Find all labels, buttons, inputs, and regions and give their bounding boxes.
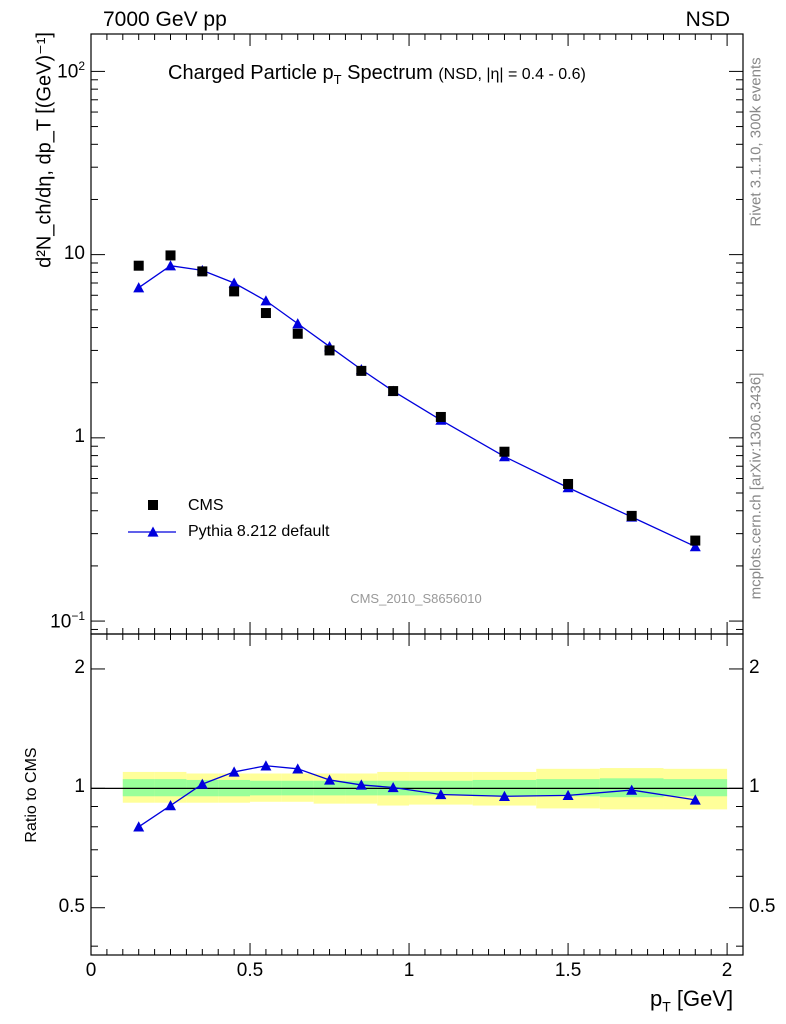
ratio-pythia-point — [355, 779, 367, 790]
cms-point — [324, 345, 335, 356]
cms-point — [435, 411, 446, 422]
band-green-0 — [122, 779, 155, 797]
ratio-y-tick-label-right: 0.5 — [749, 895, 776, 917]
chart-title: Charged Particle pT Spectrum (NSD, |η| =… — [168, 62, 586, 87]
cms-point — [499, 446, 510, 457]
cms-point — [197, 266, 208, 277]
ratio-y-tick-label: 2 — [74, 656, 85, 678]
title-main-2: Spectrum — [341, 62, 433, 84]
ratio-pythia-point — [435, 788, 447, 800]
title-main: Charged Particle p — [168, 62, 334, 84]
cms-point — [260, 308, 271, 319]
mcplots-site-label: mcplots.cern.ch [arXiv:1306.3436] — [747, 372, 765, 600]
x-tick-label: 1 — [403, 960, 415, 981]
cms-point — [690, 535, 701, 546]
band-green-1 — [154, 779, 187, 797]
legend-entry-pythia: Pythia 8.212 default — [188, 523, 330, 540]
ratio-pythia-point — [228, 766, 240, 777]
legend-pythia-marker — [147, 526, 159, 537]
xlabel-unit: [GeV] — [670, 986, 734, 1011]
cms-point — [133, 260, 144, 271]
title-extra: (NSD, |η| = 0.4 - 0.6) — [438, 66, 586, 83]
pythia-point — [292, 318, 304, 329]
band-green-13 — [663, 779, 728, 797]
ratio-pythia-point — [324, 774, 336, 785]
ratio-uncertainty-bands — [91, 768, 743, 810]
ratio-ylabel: Ratio to CMS — [23, 747, 40, 843]
cms-point — [626, 510, 637, 521]
pythia-line — [138, 265, 696, 548]
x-tick-label: 0 — [85, 960, 97, 981]
cms-point — [229, 286, 240, 297]
panel-frames — [90, 33, 744, 956]
ratio-pythia-point — [196, 778, 208, 789]
y-tick-label: 102 — [57, 59, 85, 83]
xlabel-subscript: T — [662, 998, 671, 1015]
ratio-pythia-point — [498, 790, 510, 801]
header-right-label: NSD — [685, 8, 730, 31]
legend-cms-marker — [148, 500, 158, 510]
ratio-y-tick-label: 0.5 — [58, 895, 85, 917]
cms-point — [356, 365, 367, 376]
analysis-watermark: CMS_2010_S8656010 — [350, 591, 482, 606]
cms-point — [165, 250, 176, 261]
x-axis-label: pT [GeV] — [650, 986, 733, 1014]
cms-point — [388, 386, 399, 397]
title-subscript: T — [333, 72, 342, 87]
ratio-pythia-point — [165, 800, 177, 811]
ratio-pythia-point — [133, 821, 145, 832]
rivet-version-label: Rivet 3.1.10, 300k events — [747, 57, 765, 227]
x-tick-label: 2 — [721, 960, 733, 981]
x-tick-label: 1.5 — [554, 960, 582, 981]
pythia-point — [133, 282, 145, 293]
ratio-y-tick-label: 1 — [74, 776, 85, 798]
cms-point — [563, 478, 574, 489]
pythia-point — [689, 541, 701, 552]
ratio-pythia-point — [387, 781, 399, 793]
cms-point — [292, 328, 303, 339]
ratio-pythia-line — [138, 765, 696, 828]
y-tick-label: 10 — [63, 242, 85, 264]
y-tick-label: 10−1 — [50, 609, 85, 633]
ratio-frame — [90, 633, 744, 956]
header-left-label: 7000 GeV pp — [103, 8, 227, 31]
axis-ticks — [90, 34, 744, 955]
ratio-pythia-point — [260, 760, 272, 771]
x-tick-label: 0.5 — [236, 960, 264, 981]
legend-entry-cms: CMS — [188, 497, 224, 514]
y-tick-label: 1 — [74, 425, 85, 447]
band-green-11 — [536, 779, 600, 797]
data-marks — [128, 250, 701, 832]
ratio-pythia-point — [562, 789, 574, 801]
pythia-point — [165, 260, 177, 271]
pythia-point — [260, 295, 272, 306]
ratio-pythia-point — [626, 784, 638, 795]
ratio-y-tick-label-right: 1 — [749, 776, 760, 798]
pythia-point — [228, 277, 240, 288]
main-ylabel: d²N_ch/dη, dp_T [(GeV)⁻¹] — [33, 32, 56, 268]
xlabel-main: p — [650, 986, 663, 1011]
ratio-pythia-point — [292, 763, 304, 774]
main-frame — [90, 33, 744, 635]
ratio-pythia-point — [689, 794, 701, 805]
ratio-y-tick-label-right: 2 — [749, 656, 760, 678]
